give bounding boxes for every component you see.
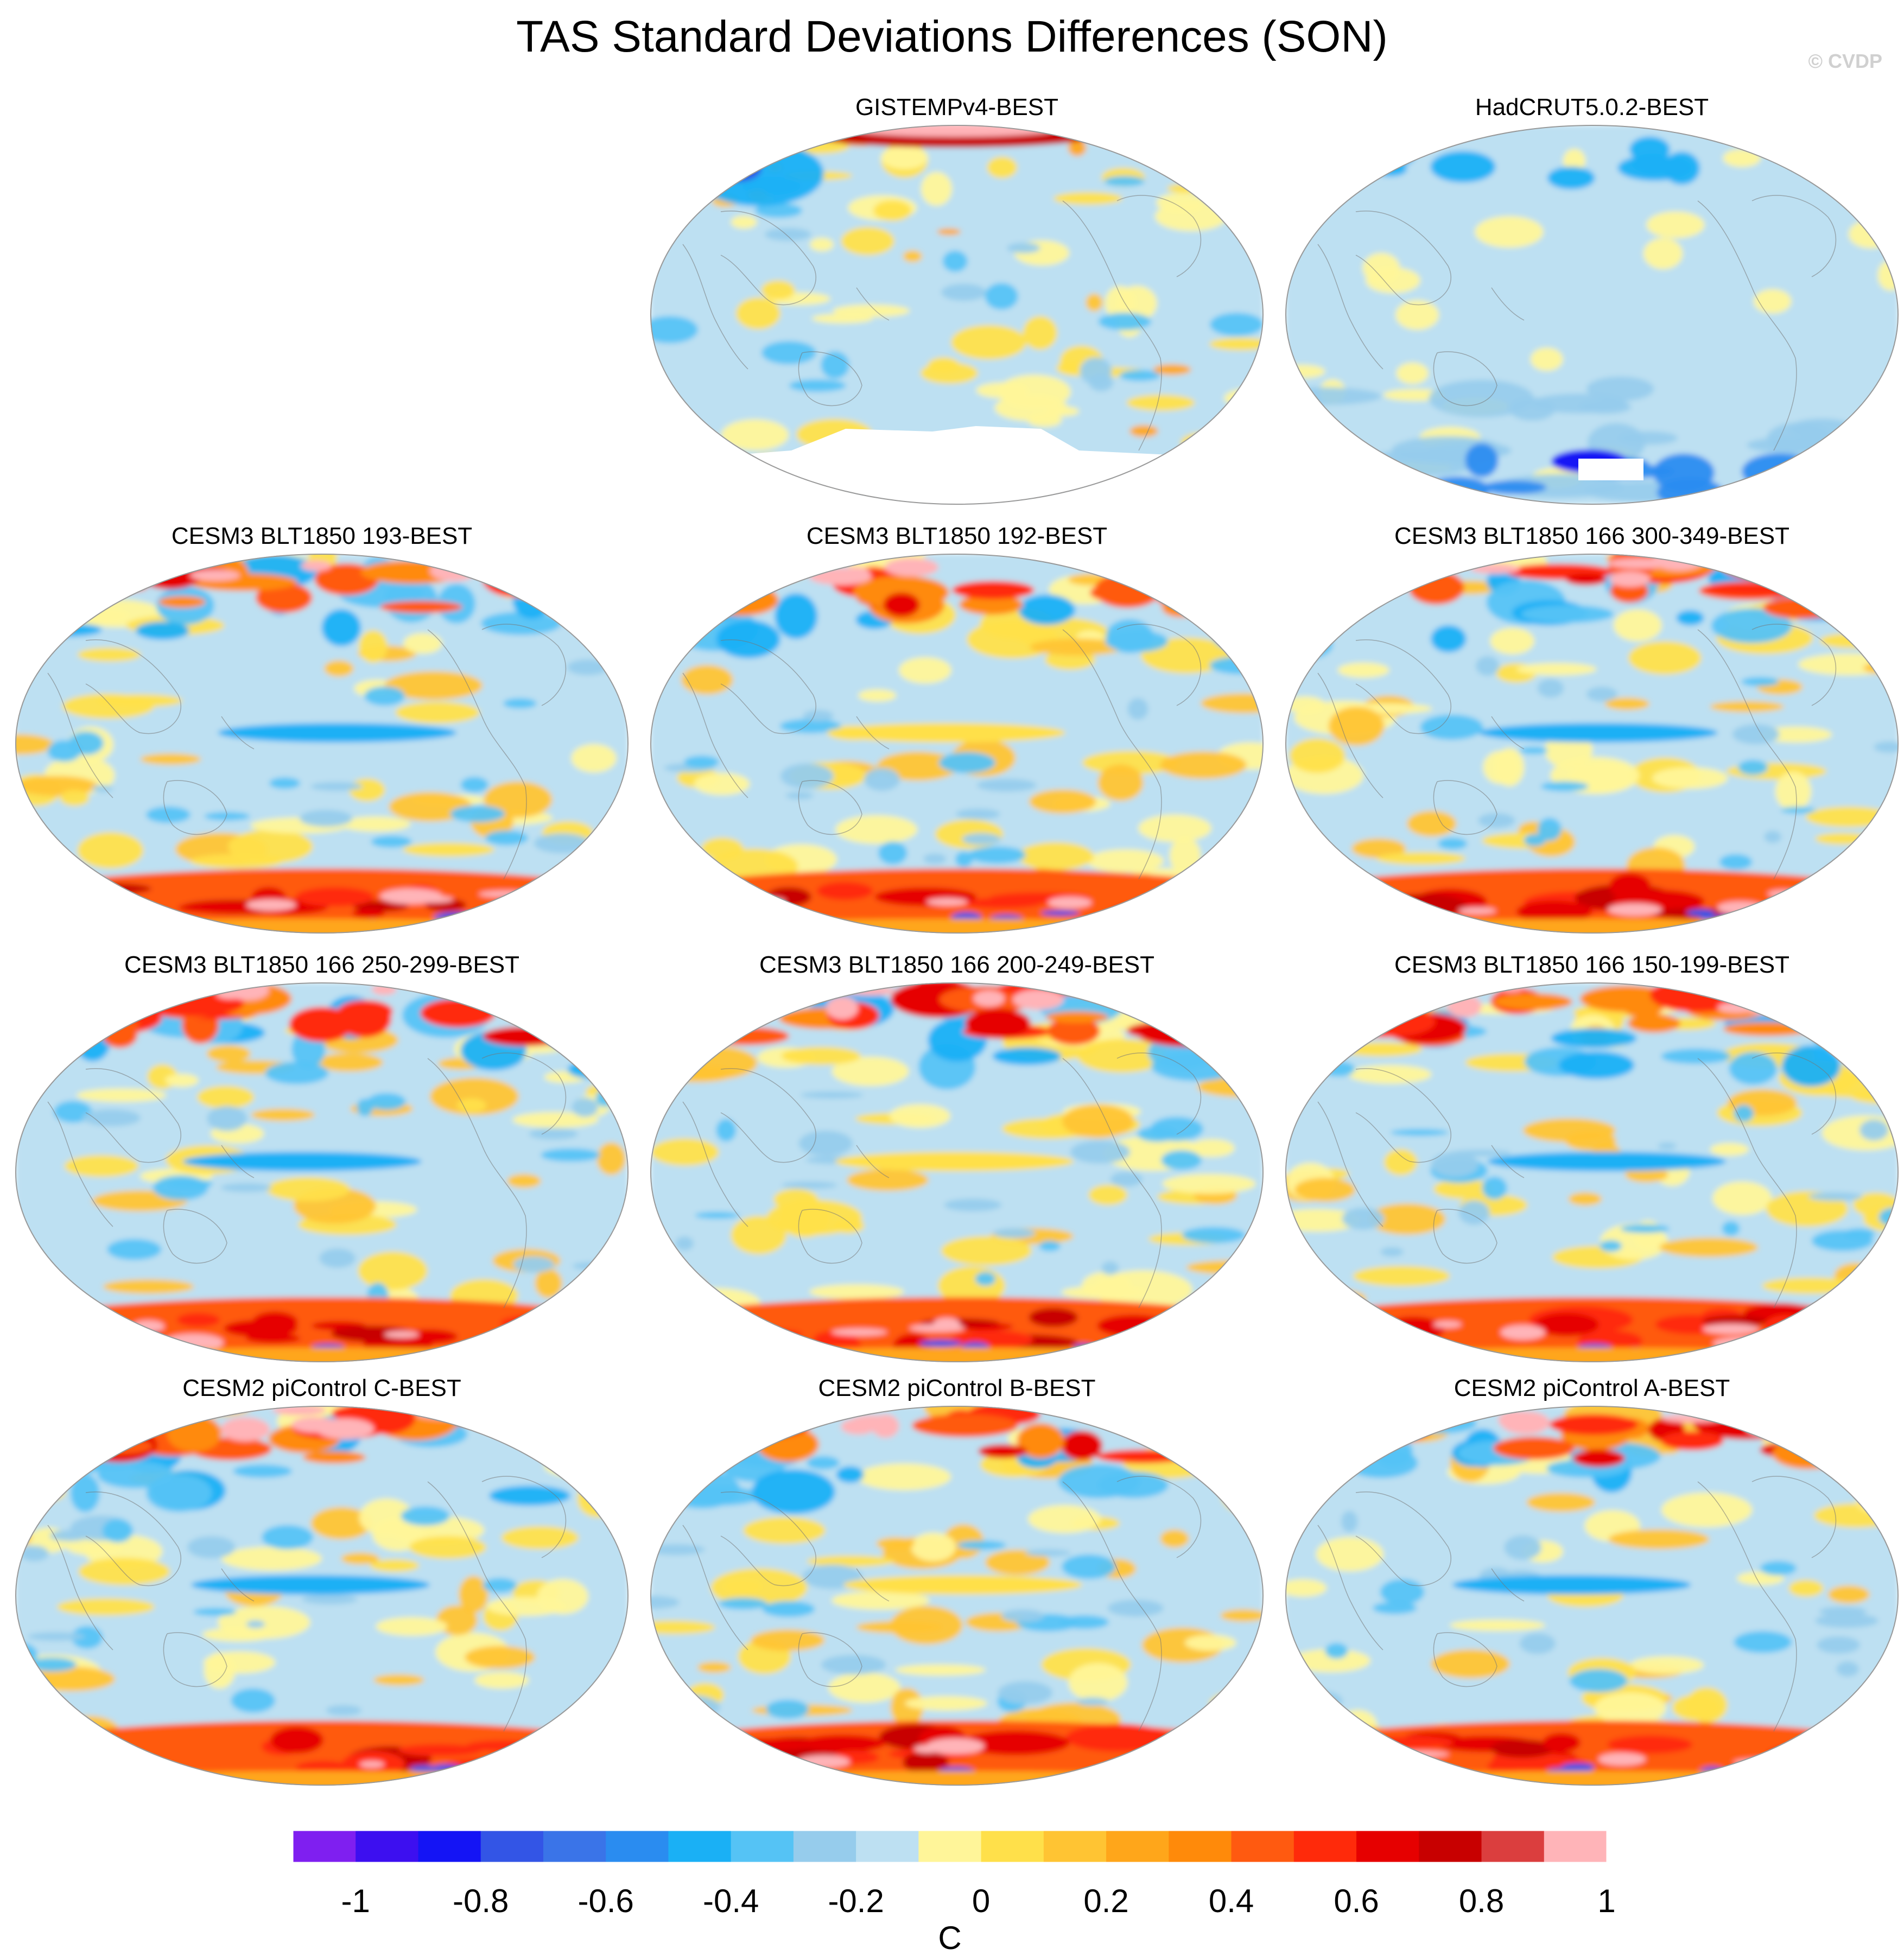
colorbar-unit-label: C [938, 1920, 961, 1955]
colorbar-swatch [418, 1831, 481, 1862]
map-panel-pib: CESM2 piControl B-BEST [645, 1373, 1269, 1786]
colorbar-tick-label: -0.8 [453, 1883, 509, 1919]
colorbar-swatch [1356, 1831, 1419, 1862]
colorbar-swatch [1293, 1831, 1357, 1862]
global-map [15, 1406, 629, 1786]
colorbar-swatch [1544, 1831, 1607, 1862]
panel-title: HadCRUT5.0.2-BEST [1475, 94, 1709, 120]
global-map [650, 125, 1264, 505]
colorbar-swatch [731, 1831, 794, 1862]
global-map [650, 554, 1264, 934]
colorbar-swatch [293, 1831, 356, 1862]
colorbar-tick-label: -0.4 [703, 1883, 759, 1919]
figure-title: TAS Standard Deviations Differences (SON… [516, 12, 1388, 61]
colorbar-swatch [606, 1831, 669, 1862]
cvdp-credit: © CVDP [1808, 50, 1882, 72]
colorbar-swatch [918, 1831, 982, 1862]
global-map [650, 1406, 1264, 1786]
colorbar-swatch [1231, 1831, 1294, 1862]
colorbar-swatch [1106, 1831, 1169, 1862]
colorbar-tick-label: -0.2 [828, 1883, 884, 1919]
map-panel-c250: CESM3 BLT1850 166 250-299-BEST [10, 950, 634, 1362]
colorbar-swatch [1043, 1831, 1107, 1862]
map-panel-gistemp: GISTEMPv4-BEST [645, 92, 1269, 505]
colorbar-swatch [668, 1831, 732, 1862]
colorbar-swatch [1419, 1831, 1482, 1862]
colorbar-tick-label: 0.6 [1334, 1883, 1379, 1919]
panel-title: CESM3 BLT1850 166 200-249-BEST [759, 951, 1155, 978]
colorbar-tick-label: -1 [341, 1883, 370, 1919]
panel-title: CESM3 BLT1850 193-BEST [171, 523, 473, 549]
global-map [1285, 982, 1899, 1362]
panel-title: CESM3 BLT1850 166 250-299-BEST [124, 951, 520, 978]
panel-title: CESM2 piControl B-BEST [818, 1375, 1096, 1401]
map-panel-c192: CESM3 BLT1850 192-BEST [645, 521, 1269, 934]
global-map [1285, 554, 1899, 934]
global-map [15, 982, 629, 1362]
global-map [650, 982, 1264, 1362]
colorbar-swatch [480, 1831, 544, 1862]
global-map [1285, 1406, 1899, 1786]
panel-title: CESM3 BLT1850 166 150-199-BEST [1394, 951, 1790, 978]
colorbar-tick-label: 0 [972, 1883, 990, 1919]
colorbar-swatch [543, 1831, 606, 1862]
colorbar-swatch [1169, 1831, 1232, 1862]
panel-title: CESM2 piControl A-BEST [1454, 1375, 1730, 1401]
colorbar-swatch [1481, 1831, 1545, 1862]
panel-title: GISTEMPv4-BEST [855, 94, 1059, 120]
colorbar-swatch [856, 1831, 919, 1862]
map-panel-c200: CESM3 BLT1850 166 200-249-BEST [645, 950, 1269, 1362]
colorbar-tick-label: 0.8 [1459, 1883, 1504, 1919]
map-panel-c150: CESM3 BLT1850 166 150-199-BEST [1280, 950, 1904, 1362]
colorbar-tick-label: 1 [1597, 1883, 1615, 1919]
map-panel-pic: CESM2 piControl C-BEST [10, 1373, 634, 1786]
colorbar-swatch [981, 1831, 1044, 1862]
colorbar-swatch [793, 1831, 856, 1862]
colorbar-swatch [356, 1831, 418, 1862]
map-panel-hadcrut: HadCRUT5.0.2-BEST [1280, 92, 1904, 505]
panel-title: CESM2 piControl C-BEST [182, 1375, 461, 1401]
colorbar-tick-label: 0.4 [1209, 1883, 1254, 1919]
global-map [15, 554, 629, 934]
colorbar-tick-label: 0.2 [1083, 1883, 1128, 1919]
panel-title: CESM3 BLT1850 192-BEST [806, 523, 1108, 549]
colorbar-tick-label: -0.6 [577, 1883, 633, 1919]
panel-title: CESM3 BLT1850 166 300-349-BEST [1394, 523, 1790, 549]
map-panel-c193: CESM3 BLT1850 193-BEST [10, 521, 634, 934]
map-panel-pia: CESM2 piControl A-BEST [1280, 1373, 1904, 1786]
map-panel-c300: CESM3 BLT1850 166 300-349-BEST [1280, 521, 1904, 934]
global-map [1285, 125, 1899, 505]
